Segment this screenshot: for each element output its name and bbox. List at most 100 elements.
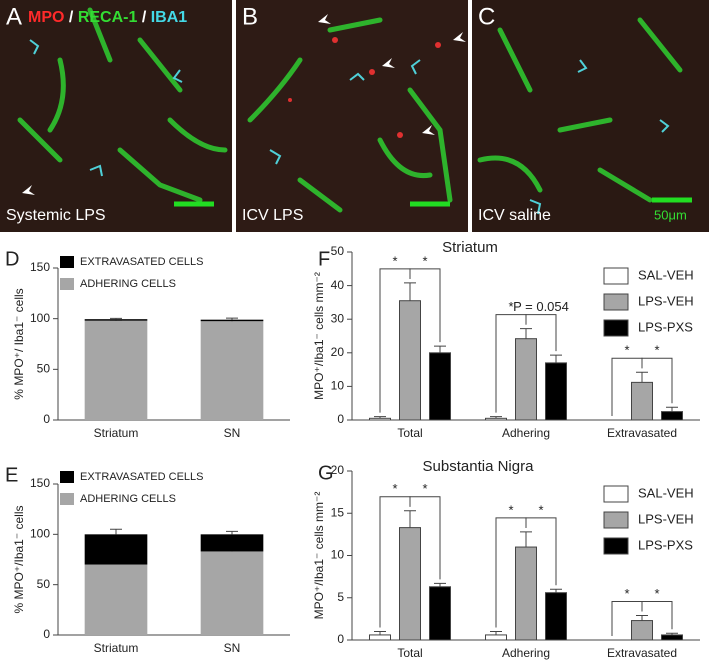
- x-tick-label: Striatum: [94, 426, 139, 440]
- bar: [515, 338, 537, 421]
- y-axis-label: MPO⁺/Iba1⁻ cells mm⁻²: [312, 272, 326, 400]
- error-bar: [110, 317, 122, 320]
- bar: [631, 381, 653, 421]
- legend-swatch: [603, 319, 629, 337]
- significance-bracket: [525, 314, 557, 352]
- panel-letter: D: [5, 248, 19, 270]
- y-tick-label: 100: [30, 311, 50, 325]
- bar: [369, 634, 391, 641]
- error-bar: [490, 416, 502, 419]
- y-tick-label: 10: [331, 379, 345, 393]
- legend-label: SAL-VEH: [638, 267, 694, 282]
- bar: [661, 634, 683, 641]
- x-tick-label: SN: [224, 641, 241, 655]
- significance-label: *: [538, 502, 543, 517]
- stain-sep: /: [142, 9, 147, 26]
- panel-letter: G: [318, 462, 334, 484]
- significance-bracket: [641, 600, 673, 630]
- legend-swatch: [603, 267, 629, 285]
- bar: [429, 352, 451, 421]
- y-tick-label: 20: [331, 345, 345, 359]
- legend-swatch: [60, 278, 74, 290]
- bar: [515, 546, 537, 641]
- bar: [429, 586, 451, 641]
- y-tick-label: 5: [337, 590, 344, 604]
- scale-label: 50μm: [654, 207, 687, 222]
- bar: [369, 417, 391, 421]
- x-tick-label: Total: [397, 646, 422, 660]
- bar-segment: [84, 564, 148, 635]
- significance-bracket: [641, 357, 673, 404]
- legend-swatch: [60, 256, 74, 268]
- legend-label: SAL-VEH: [638, 485, 694, 500]
- y-tick-label: 0: [337, 632, 344, 646]
- legend-label: LPS-PXS: [638, 319, 693, 334]
- y-tick-label: 0: [43, 627, 50, 641]
- panel-letter: A: [6, 3, 22, 30]
- error-bar: [110, 528, 122, 535]
- y-tick-label: 100: [30, 527, 50, 541]
- legend-label: EXTRAVASATED CELLS: [80, 256, 203, 268]
- stain: IBA1: [151, 9, 188, 26]
- legend-label: ADHERING CELLS: [80, 278, 176, 290]
- significance-label: *: [422, 481, 427, 496]
- error-bar: [636, 614, 648, 621]
- legend-swatch: [603, 537, 629, 555]
- bar-segment: [200, 551, 264, 635]
- x-tick-label: Extravasated: [607, 426, 677, 440]
- stain: RECA-1: [78, 9, 138, 26]
- y-tick-label: 150: [30, 476, 50, 490]
- significance-bracket: [525, 517, 557, 586]
- error-bar: [404, 510, 416, 528]
- bar: [399, 527, 421, 641]
- image-c: [472, 0, 709, 232]
- bar-segment: [200, 321, 264, 420]
- significance-label: P = 0.054: [513, 299, 569, 314]
- y-tick-label: 0: [337, 412, 344, 426]
- significance-label: *: [508, 502, 513, 517]
- y-tick-label: 50: [331, 244, 345, 258]
- x-tick-label: Striatum: [94, 641, 139, 655]
- error-bar: [374, 416, 386, 419]
- x-tick-label: Extravasated: [607, 646, 677, 660]
- bar: [661, 411, 683, 421]
- y-axis-label: MPO⁺/Iba1⁻ cells mm⁻²: [312, 492, 326, 620]
- y-tick-label: 40: [331, 278, 345, 292]
- micrographs: [0, 0, 709, 232]
- panel-caption: Systemic LPS: [6, 207, 106, 224]
- panel-letter: E: [5, 464, 18, 486]
- error-bar: [666, 406, 678, 412]
- y-tick-label: 150: [30, 260, 50, 274]
- image-a: [0, 0, 232, 232]
- legend-swatch: [603, 485, 629, 503]
- stain-sep: /: [69, 9, 74, 26]
- significance-label: *: [624, 343, 629, 358]
- panel-caption: ICV saline: [478, 207, 551, 224]
- error-bar: [520, 328, 532, 339]
- bar: [399, 300, 421, 421]
- legend-label: EXTRAVASATED CELLS: [80, 471, 203, 483]
- stain-legend: MPO / RECA-1 / IBA1: [28, 9, 187, 26]
- bar-segment: [84, 319, 148, 321]
- bar-segment: [200, 534, 264, 552]
- legend-swatch: [60, 493, 74, 505]
- chart-title: Substantia Nigra: [423, 458, 535, 475]
- bar: [545, 362, 567, 421]
- error-bar: [226, 530, 238, 535]
- y-tick-label: 30: [331, 311, 345, 325]
- error-bar: [550, 354, 562, 363]
- legend-swatch: [603, 511, 629, 529]
- error-bar: [434, 582, 446, 587]
- significance-label: *: [654, 586, 659, 601]
- chart-title: Striatum: [442, 239, 498, 256]
- panel-letter: F: [318, 248, 330, 270]
- y-axis-label: % MPO⁺/Iba1⁻ cells: [12, 505, 26, 613]
- legend-label: LPS-VEH: [638, 293, 694, 308]
- error-bar: [374, 631, 386, 635]
- y-tick-label: 20: [331, 463, 345, 477]
- y-tick-label: 50: [37, 577, 51, 591]
- bar-segment: [200, 319, 264, 322]
- x-tick-label: Total: [397, 426, 422, 440]
- y-tick-label: 15: [331, 505, 345, 519]
